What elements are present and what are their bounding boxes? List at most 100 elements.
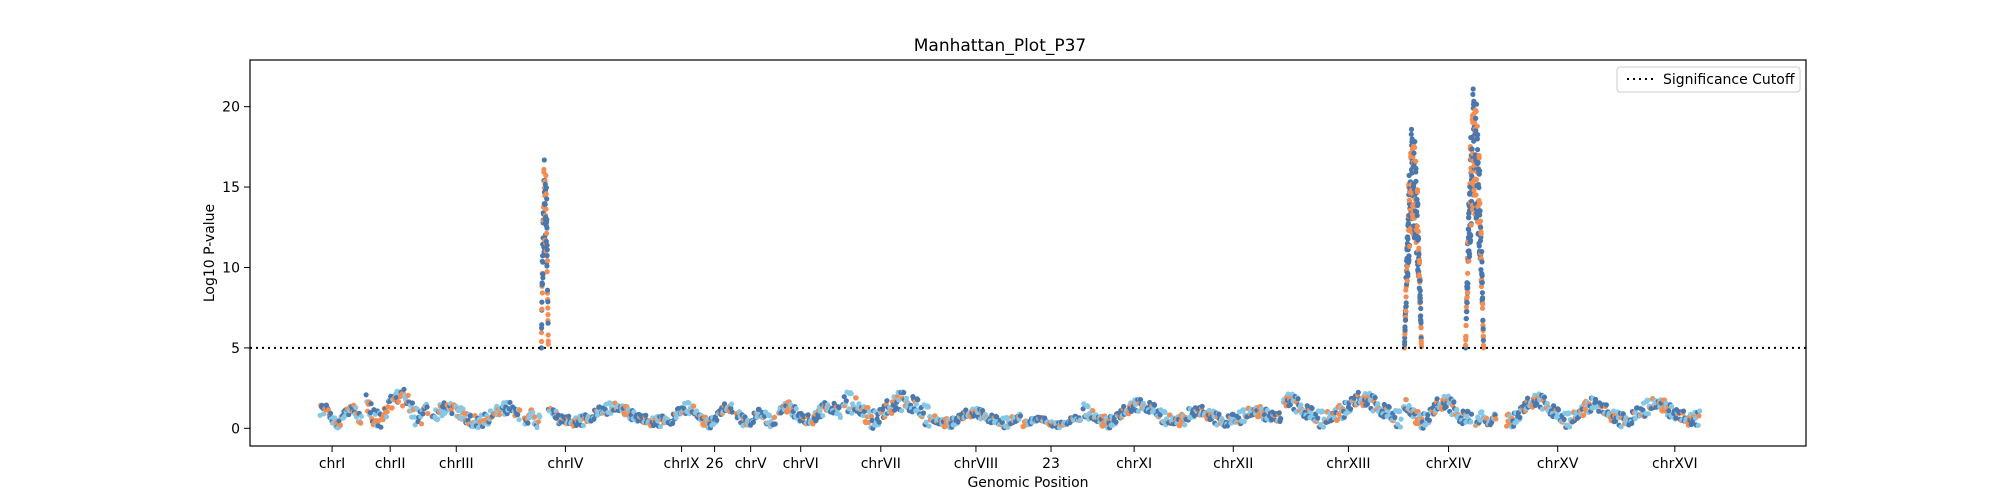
data-point xyxy=(1480,337,1486,343)
data-point xyxy=(1478,283,1484,290)
data-point xyxy=(1412,144,1418,151)
plot-frame xyxy=(249,59,1807,447)
data-point xyxy=(1465,285,1471,291)
data-point xyxy=(1415,228,1421,235)
data-point xyxy=(543,191,549,197)
data-point xyxy=(468,413,474,419)
data-point xyxy=(925,404,931,410)
x-tick-label: chrVI xyxy=(783,456,819,472)
data-point xyxy=(1673,415,1679,421)
data-point xyxy=(1478,267,1484,273)
data-point xyxy=(1479,290,1485,296)
x-tick-label: chrVII xyxy=(861,456,901,472)
data-point xyxy=(846,406,852,412)
data-point xyxy=(1414,196,1420,203)
data-point xyxy=(1406,257,1412,263)
data-point xyxy=(545,332,551,338)
data-point xyxy=(913,401,920,407)
data-point xyxy=(1473,177,1480,183)
data-point xyxy=(543,206,549,212)
data-point xyxy=(1386,404,1392,410)
y-tick-label: 15 xyxy=(222,180,240,196)
data-point xyxy=(1402,339,1408,345)
data-point xyxy=(543,230,550,236)
data-point xyxy=(1629,420,1635,426)
data-point xyxy=(1466,214,1472,221)
data-point xyxy=(1152,402,1158,408)
x-tick-label: chrIV xyxy=(547,456,583,472)
data-point xyxy=(1191,413,1198,419)
data-point xyxy=(1464,309,1470,315)
data-point xyxy=(1269,417,1275,423)
data-point xyxy=(728,405,734,411)
data-point xyxy=(1454,406,1460,413)
data-point xyxy=(1417,288,1423,294)
data-point xyxy=(409,400,415,406)
data-point xyxy=(540,275,546,281)
data-point xyxy=(328,410,334,416)
data-point xyxy=(541,166,547,173)
data-point xyxy=(1525,395,1531,401)
data-point xyxy=(884,398,890,404)
data-point xyxy=(767,413,773,419)
data-point xyxy=(1463,304,1469,310)
data-point xyxy=(1469,146,1475,152)
data-point xyxy=(1478,231,1484,237)
data-point xyxy=(1593,396,1599,403)
legend-label: Significance Cutoff xyxy=(1663,72,1795,88)
data-point xyxy=(1645,411,1652,417)
data-point xyxy=(876,419,882,425)
data-point xyxy=(849,410,855,416)
data-point xyxy=(1468,419,1474,425)
data-point xyxy=(1473,101,1480,107)
data-point xyxy=(1298,402,1304,408)
data-point xyxy=(1241,407,1247,413)
x-tick-label: chrI xyxy=(319,456,345,472)
data-point xyxy=(1680,408,1687,414)
data-point xyxy=(750,419,757,425)
x-tick-label: chrV xyxy=(735,456,767,472)
data-point xyxy=(1479,409,1485,415)
data-point xyxy=(1477,208,1483,214)
data-point xyxy=(1403,317,1409,323)
data-point xyxy=(1463,333,1469,339)
legend-box xyxy=(1616,66,1801,93)
data-point xyxy=(1403,308,1409,314)
legend: Significance Cutoff xyxy=(1616,66,1801,93)
data-point xyxy=(657,423,664,430)
data-point xyxy=(544,247,550,253)
data-point xyxy=(545,312,551,318)
data-point xyxy=(1414,212,1420,219)
data-point xyxy=(1695,422,1701,428)
y-tick-label: 0 xyxy=(231,421,240,437)
data-point xyxy=(1397,424,1403,430)
data-point xyxy=(1477,200,1483,206)
data-point xyxy=(756,406,762,412)
data-point xyxy=(1476,155,1482,161)
data-point xyxy=(449,410,455,417)
data-point xyxy=(1489,419,1495,425)
data-point xyxy=(1471,187,1477,193)
data-point xyxy=(332,415,338,421)
data-point xyxy=(1603,402,1609,408)
data-point xyxy=(1567,424,1573,430)
data-point xyxy=(544,269,550,275)
x-tick-label: chrXVI xyxy=(1652,456,1698,472)
x-tick-label: 23 xyxy=(1042,456,1060,472)
data-point xyxy=(1417,299,1424,305)
data-point xyxy=(544,253,550,259)
data-point xyxy=(1473,108,1479,114)
data-point xyxy=(1355,389,1361,395)
data-point xyxy=(1414,223,1420,229)
data-point xyxy=(1479,259,1485,265)
data-point xyxy=(539,322,545,328)
data-point xyxy=(1466,251,1473,257)
data-point xyxy=(1596,408,1602,414)
data-point xyxy=(1372,395,1378,401)
data-point xyxy=(999,419,1005,425)
data-point xyxy=(1413,166,1419,172)
data-point xyxy=(1241,419,1247,425)
data-point xyxy=(1348,406,1354,412)
data-point xyxy=(1216,411,1222,417)
data-point xyxy=(1468,411,1475,417)
